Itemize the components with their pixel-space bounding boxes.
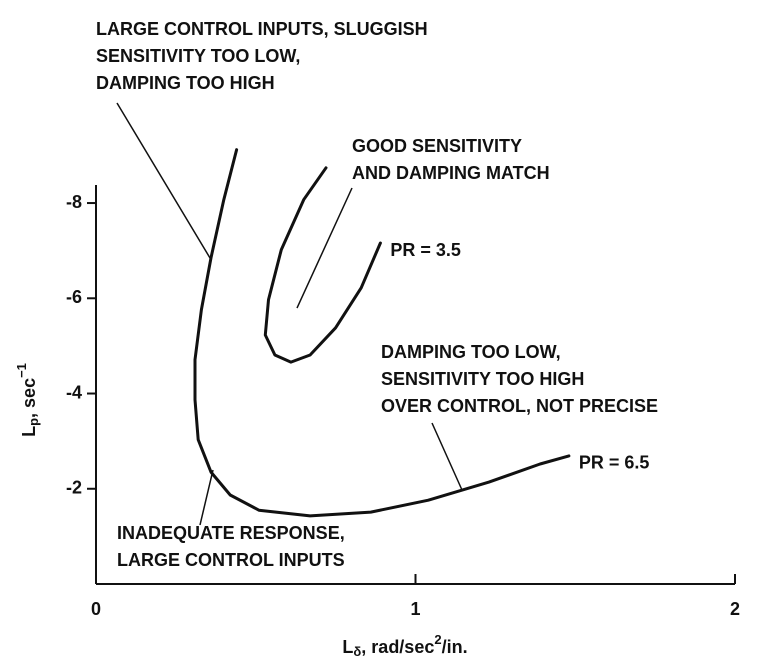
annotation: DAMPING TOO HIGH — [96, 73, 275, 93]
contour-line — [193, 148, 571, 518]
annotation: SENSITIVITY TOO LOW, — [96, 46, 300, 66]
annotation: AND DAMPING MATCH — [352, 163, 550, 183]
x-axis-label: Lδ, rad/sec2/in. — [342, 632, 467, 659]
x-tick-label: 1 — [410, 599, 420, 619]
series-label: PR = 6.5 — [579, 453, 650, 473]
leader-line — [116, 102, 211, 259]
annotation: DAMPING TOO LOW, — [381, 342, 561, 362]
annotation: GOOD SENSITIVITY — [352, 136, 522, 156]
annotation: LARGE CONTROL INPUTS — [117, 550, 345, 570]
contour-line — [263, 166, 382, 364]
y-tick-label: -6 — [66, 287, 82, 307]
series-label: PR = 3.5 — [390, 240, 461, 260]
y-axis-label: Lp, sec−1 — [14, 363, 41, 437]
x-tick-label: 2 — [730, 599, 740, 619]
y-tick-label: -4 — [66, 382, 82, 402]
annotation: LARGE CONTROL INPUTS, SLUGGISH — [96, 19, 428, 39]
annotation: OVER CONTROL, NOT PRECISE — [381, 396, 658, 416]
y-tick-label: -8 — [66, 192, 82, 212]
annotation: INADEQUATE RESPONSE, — [117, 523, 345, 543]
leader-line — [199, 469, 214, 526]
leader-line — [296, 187, 353, 309]
annotation: SENSITIVITY TOO HIGH — [381, 369, 584, 389]
x-tick-label: 0 — [91, 599, 101, 619]
leader-line — [431, 422, 463, 491]
y-tick-label: -2 — [66, 478, 82, 498]
